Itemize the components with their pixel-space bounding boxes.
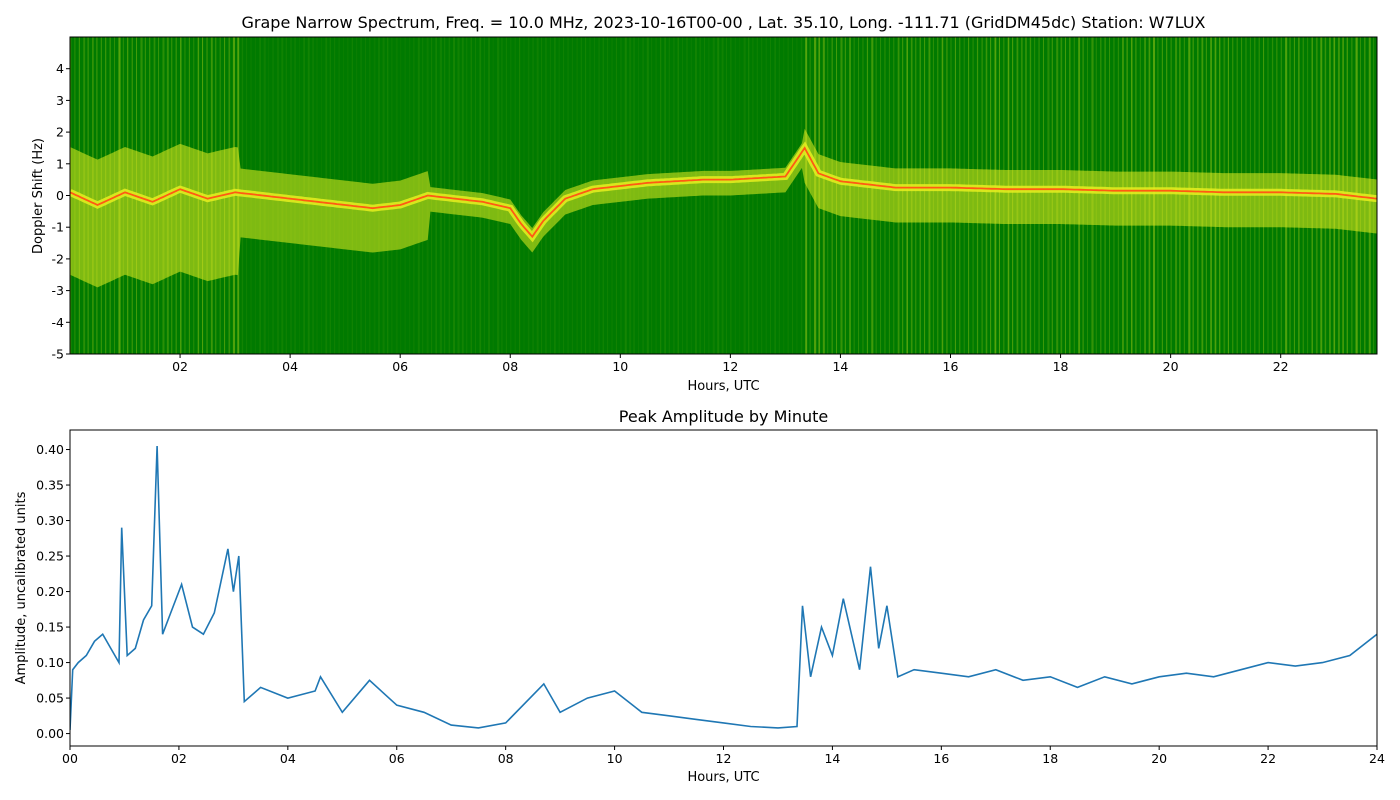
amplitude-y-tick-label: 0.00: [36, 726, 64, 741]
spectrogram-x-tick-label: 12: [722, 359, 738, 374]
spectrogram-panel: Grape Narrow Spectrum, Freq. = 10.0 MHz,…: [31, 13, 1378, 394]
amplitude-x-tick-label: 02: [171, 751, 187, 766]
amplitude-x-tick-label: 18: [1042, 751, 1058, 766]
spectrogram-intensity: [70, 37, 1377, 354]
spectrogram-y-tick-label: 0: [56, 188, 64, 203]
amplitude-y-tick-label: 0.05: [36, 691, 64, 706]
spectrogram-x-tick-label: 08: [502, 359, 518, 374]
spectrogram-x-tick-label: 02: [172, 359, 188, 374]
amplitude-x-tick-label: 06: [389, 751, 405, 766]
amplitude-y-tick-label: 0.10: [36, 655, 64, 670]
spectrogram-x-tick-label: 16: [943, 359, 959, 374]
amplitude-x-tick-label: 00: [62, 751, 78, 766]
spectrogram-y-tick-label: 1: [56, 156, 64, 171]
amplitude-y-tick-label: 0.30: [36, 513, 64, 528]
amplitude-x-ticks: 00 02 04 06 08 10 12 14 16 18 20 22 24: [62, 746, 1385, 766]
amplitude-x-tick-label: 14: [824, 751, 840, 766]
spectrogram-y-tick-label: -5: [52, 347, 64, 362]
spectrogram-y-tick-label: -1: [52, 220, 64, 235]
spectrogram-title: Grape Narrow Spectrum, Freq. = 10.0 MHz,…: [242, 13, 1206, 32]
amplitude-y-tick-label: 0.25: [36, 549, 64, 564]
spectrogram-x-tick-label: 04: [282, 359, 298, 374]
spectrogram-y-tick-label: -4: [52, 315, 65, 330]
amplitude-x-tick-label: 22: [1260, 751, 1276, 766]
amplitude-title: Peak Amplitude by Minute: [619, 407, 829, 426]
amplitude-y-tick-label: 0.35: [36, 478, 64, 493]
spectrogram-y-tick-label: 4: [56, 61, 64, 76]
amplitude-x-tick-label: 12: [716, 751, 732, 766]
spectrogram-x-tick-label: 20: [1163, 359, 1179, 374]
amplitude-x-axis-label: Hours, UTC: [687, 770, 759, 785]
amplitude-y-tick-label: 0.20: [36, 584, 64, 599]
spectrogram-y-tick-label: -3: [52, 283, 64, 298]
spectrogram-y-axis-label: Doppler Shift (Hz): [31, 138, 46, 254]
spectrogram-x-axis-label: Hours, UTC: [687, 379, 759, 394]
amplitude-series-line: [70, 445, 1377, 731]
spectrogram-x-tick-label: 18: [1053, 359, 1069, 374]
spectrogram-y-tick-label: -2: [52, 251, 64, 266]
spectrogram-x-tick-label: 14: [832, 359, 848, 374]
spectrogram-x-tick-label: 06: [392, 359, 408, 374]
amplitude-panel: Peak Amplitude by Minute 00 02 04 06 08 10 12 1…: [14, 407, 1385, 785]
spectrogram-x-tick-label: 10: [612, 359, 628, 374]
amplitude-x-tick-label: 04: [280, 751, 296, 766]
amplitude-x-tick-label: 20: [1151, 751, 1167, 766]
spectrogram-peak-trace: [70, 146, 1377, 239]
spectrogram-x-tick-label: 22: [1273, 359, 1289, 374]
spectrogram-y-tick-label: 2: [56, 125, 64, 140]
amplitude-y-ticks: 0.00 0.05 0.10 0.15 0.20 0.25 0.30 0.35 0.40: [36, 442, 70, 741]
amplitude-x-tick-label: 08: [498, 751, 514, 766]
amplitude-y-axis-label: Amplitude, uncalibrated units: [14, 491, 29, 684]
amplitude-x-tick-label: 24: [1369, 751, 1385, 766]
amplitude-y-tick-label: 0.15: [36, 620, 64, 635]
spectrogram-x-ticks: 02 04 06 08 10 12 14 16 18 20 22: [172, 354, 1289, 374]
amplitude-x-tick-label: 10: [607, 751, 623, 766]
amplitude-x-tick-label: 16: [933, 751, 949, 766]
spectrogram-y-tick-label: 3: [56, 93, 64, 108]
spectrogram-y-ticks: -5 -4 -3 -2 -1 0 1 2 3 4: [52, 61, 70, 362]
amplitude-plot-area: [70, 430, 1377, 746]
amplitude-y-tick-label: 0.40: [36, 442, 64, 457]
spectrogram-diffuse-band: [70, 128, 1377, 288]
